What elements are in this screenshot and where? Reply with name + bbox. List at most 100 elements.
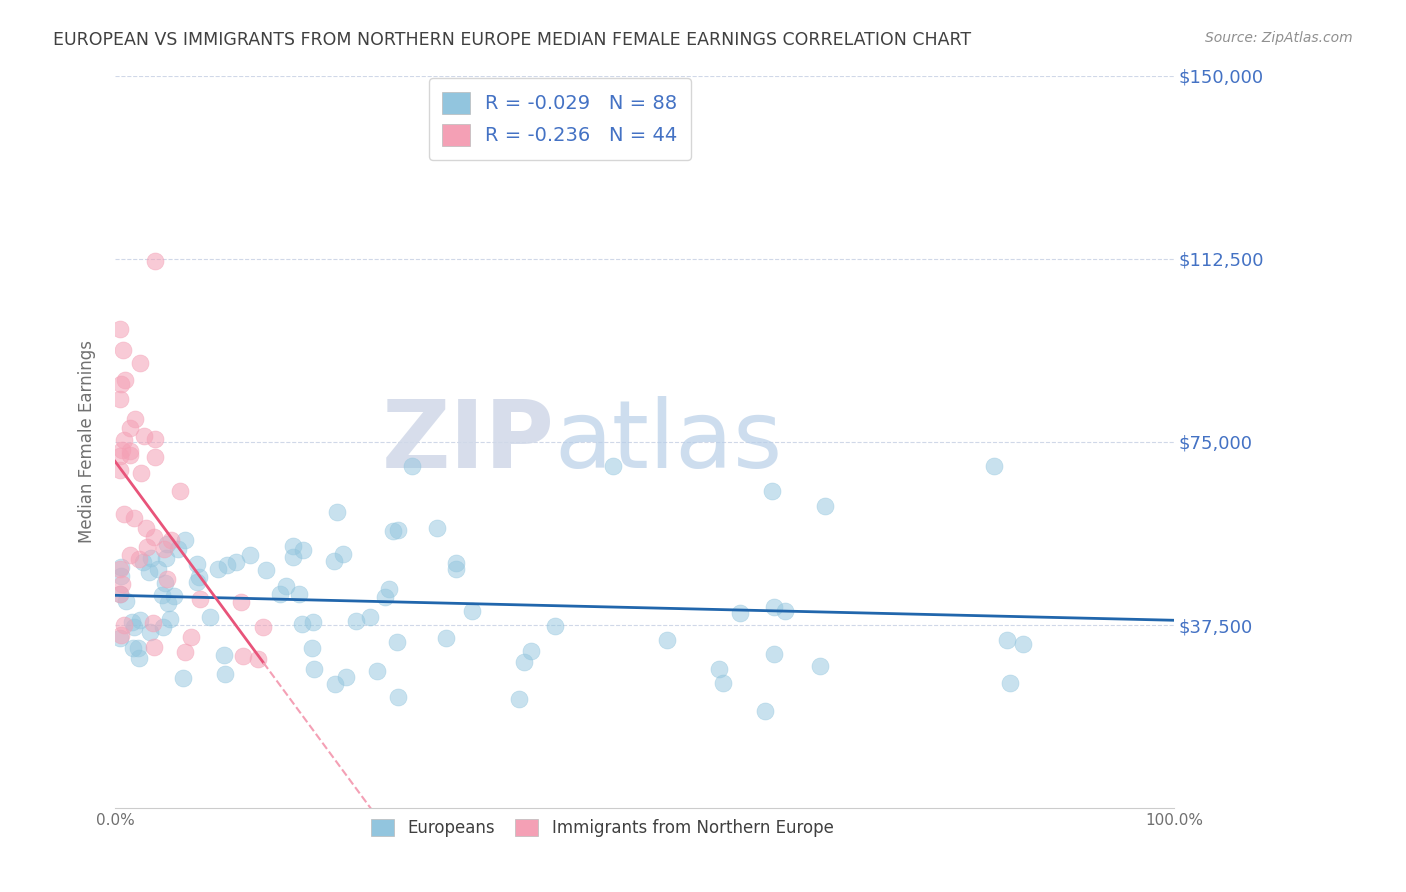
Point — [335, 670, 357, 684]
Point — [460, 604, 482, 618]
Point — [142, 615, 165, 630]
Point — [127, 641, 149, 656]
Point — [239, 548, 262, 562]
Point — [217, 558, 239, 572]
Point — [135, 521, 157, 535]
Point — [118, 421, 141, 435]
Point — [129, 467, 152, 481]
Legend: Europeans, Immigrants from Northern Europe: Europeans, Immigrants from Northern Euro… — [364, 813, 841, 844]
Point — [143, 432, 166, 446]
Point — [232, 649, 254, 664]
Point — [129, 614, 152, 628]
Point — [359, 610, 381, 624]
Point — [301, 641, 323, 656]
Point — [114, 594, 136, 608]
Point — [385, 635, 408, 649]
Point — [132, 555, 155, 569]
Point — [508, 691, 530, 706]
Point — [124, 510, 146, 524]
Point — [302, 662, 325, 676]
Point — [124, 412, 146, 426]
Point — [1012, 637, 1035, 651]
Point — [332, 547, 354, 561]
Point — [995, 633, 1018, 648]
Point — [382, 524, 405, 538]
Point — [142, 530, 165, 544]
Point — [138, 624, 160, 639]
Point — [212, 648, 235, 663]
Point — [110, 587, 132, 601]
Point — [156, 572, 179, 586]
Point — [143, 450, 166, 464]
Point — [229, 595, 252, 609]
Point — [186, 574, 208, 589]
Point — [110, 631, 132, 645]
Point — [112, 618, 135, 632]
Point — [135, 540, 157, 554]
Point — [163, 589, 186, 603]
Text: ZIP: ZIP — [381, 396, 554, 488]
Point — [188, 570, 211, 584]
Point — [288, 587, 311, 601]
Point — [444, 556, 467, 570]
Point — [513, 656, 536, 670]
Point — [326, 505, 349, 519]
Point — [111, 343, 134, 357]
Point — [110, 450, 132, 464]
Point — [374, 590, 396, 604]
Point — [387, 690, 409, 704]
Text: Source: ZipAtlas.com: Source: ZipAtlas.com — [1205, 31, 1353, 45]
Point — [110, 322, 132, 336]
Point — [754, 705, 776, 719]
Point — [121, 640, 143, 655]
Point — [302, 615, 325, 630]
Point — [128, 356, 150, 370]
Point — [110, 587, 132, 601]
Point — [291, 616, 314, 631]
Point — [110, 463, 132, 477]
Point — [378, 582, 401, 597]
Point — [344, 614, 367, 628]
Point — [112, 433, 135, 447]
Point — [132, 429, 155, 443]
Point — [323, 677, 346, 691]
Point — [152, 620, 174, 634]
Point — [323, 553, 346, 567]
Point — [246, 652, 269, 666]
Point — [110, 569, 132, 583]
Point — [401, 459, 423, 474]
Point — [366, 664, 388, 678]
Point — [155, 551, 177, 566]
Point — [114, 373, 136, 387]
Point — [252, 620, 274, 634]
Point — [186, 558, 208, 572]
Point — [172, 672, 194, 686]
Point — [157, 596, 180, 610]
Point — [983, 459, 1005, 474]
Point — [283, 539, 305, 553]
Point — [174, 644, 197, 658]
Point — [761, 483, 783, 498]
Point — [200, 610, 222, 624]
Point — [110, 562, 132, 576]
Point — [142, 640, 165, 654]
Point — [110, 628, 132, 642]
Point — [292, 543, 315, 558]
Point — [153, 541, 176, 556]
Point — [180, 630, 202, 644]
Point — [173, 533, 195, 547]
Point — [159, 533, 181, 548]
Point — [269, 587, 291, 601]
Point — [128, 651, 150, 665]
Text: EUROPEAN VS IMMIGRANTS FROM NORTHERN EUROPE MEDIAN FEMALE EARNINGS CORRELATION C: EUROPEAN VS IMMIGRANTS FROM NORTHERN EUR… — [53, 31, 972, 49]
Point — [602, 459, 624, 474]
Point — [426, 520, 449, 534]
Point — [808, 658, 831, 673]
Point — [444, 562, 467, 576]
Point — [214, 667, 236, 681]
Point — [114, 507, 136, 521]
Y-axis label: Median Female Earnings: Median Female Earnings — [79, 341, 96, 543]
Point — [159, 612, 181, 626]
Point — [124, 619, 146, 633]
Point — [254, 563, 277, 577]
